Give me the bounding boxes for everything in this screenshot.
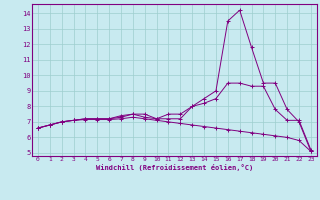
X-axis label: Windchill (Refroidissement éolien,°C): Windchill (Refroidissement éolien,°C) xyxy=(96,164,253,171)
